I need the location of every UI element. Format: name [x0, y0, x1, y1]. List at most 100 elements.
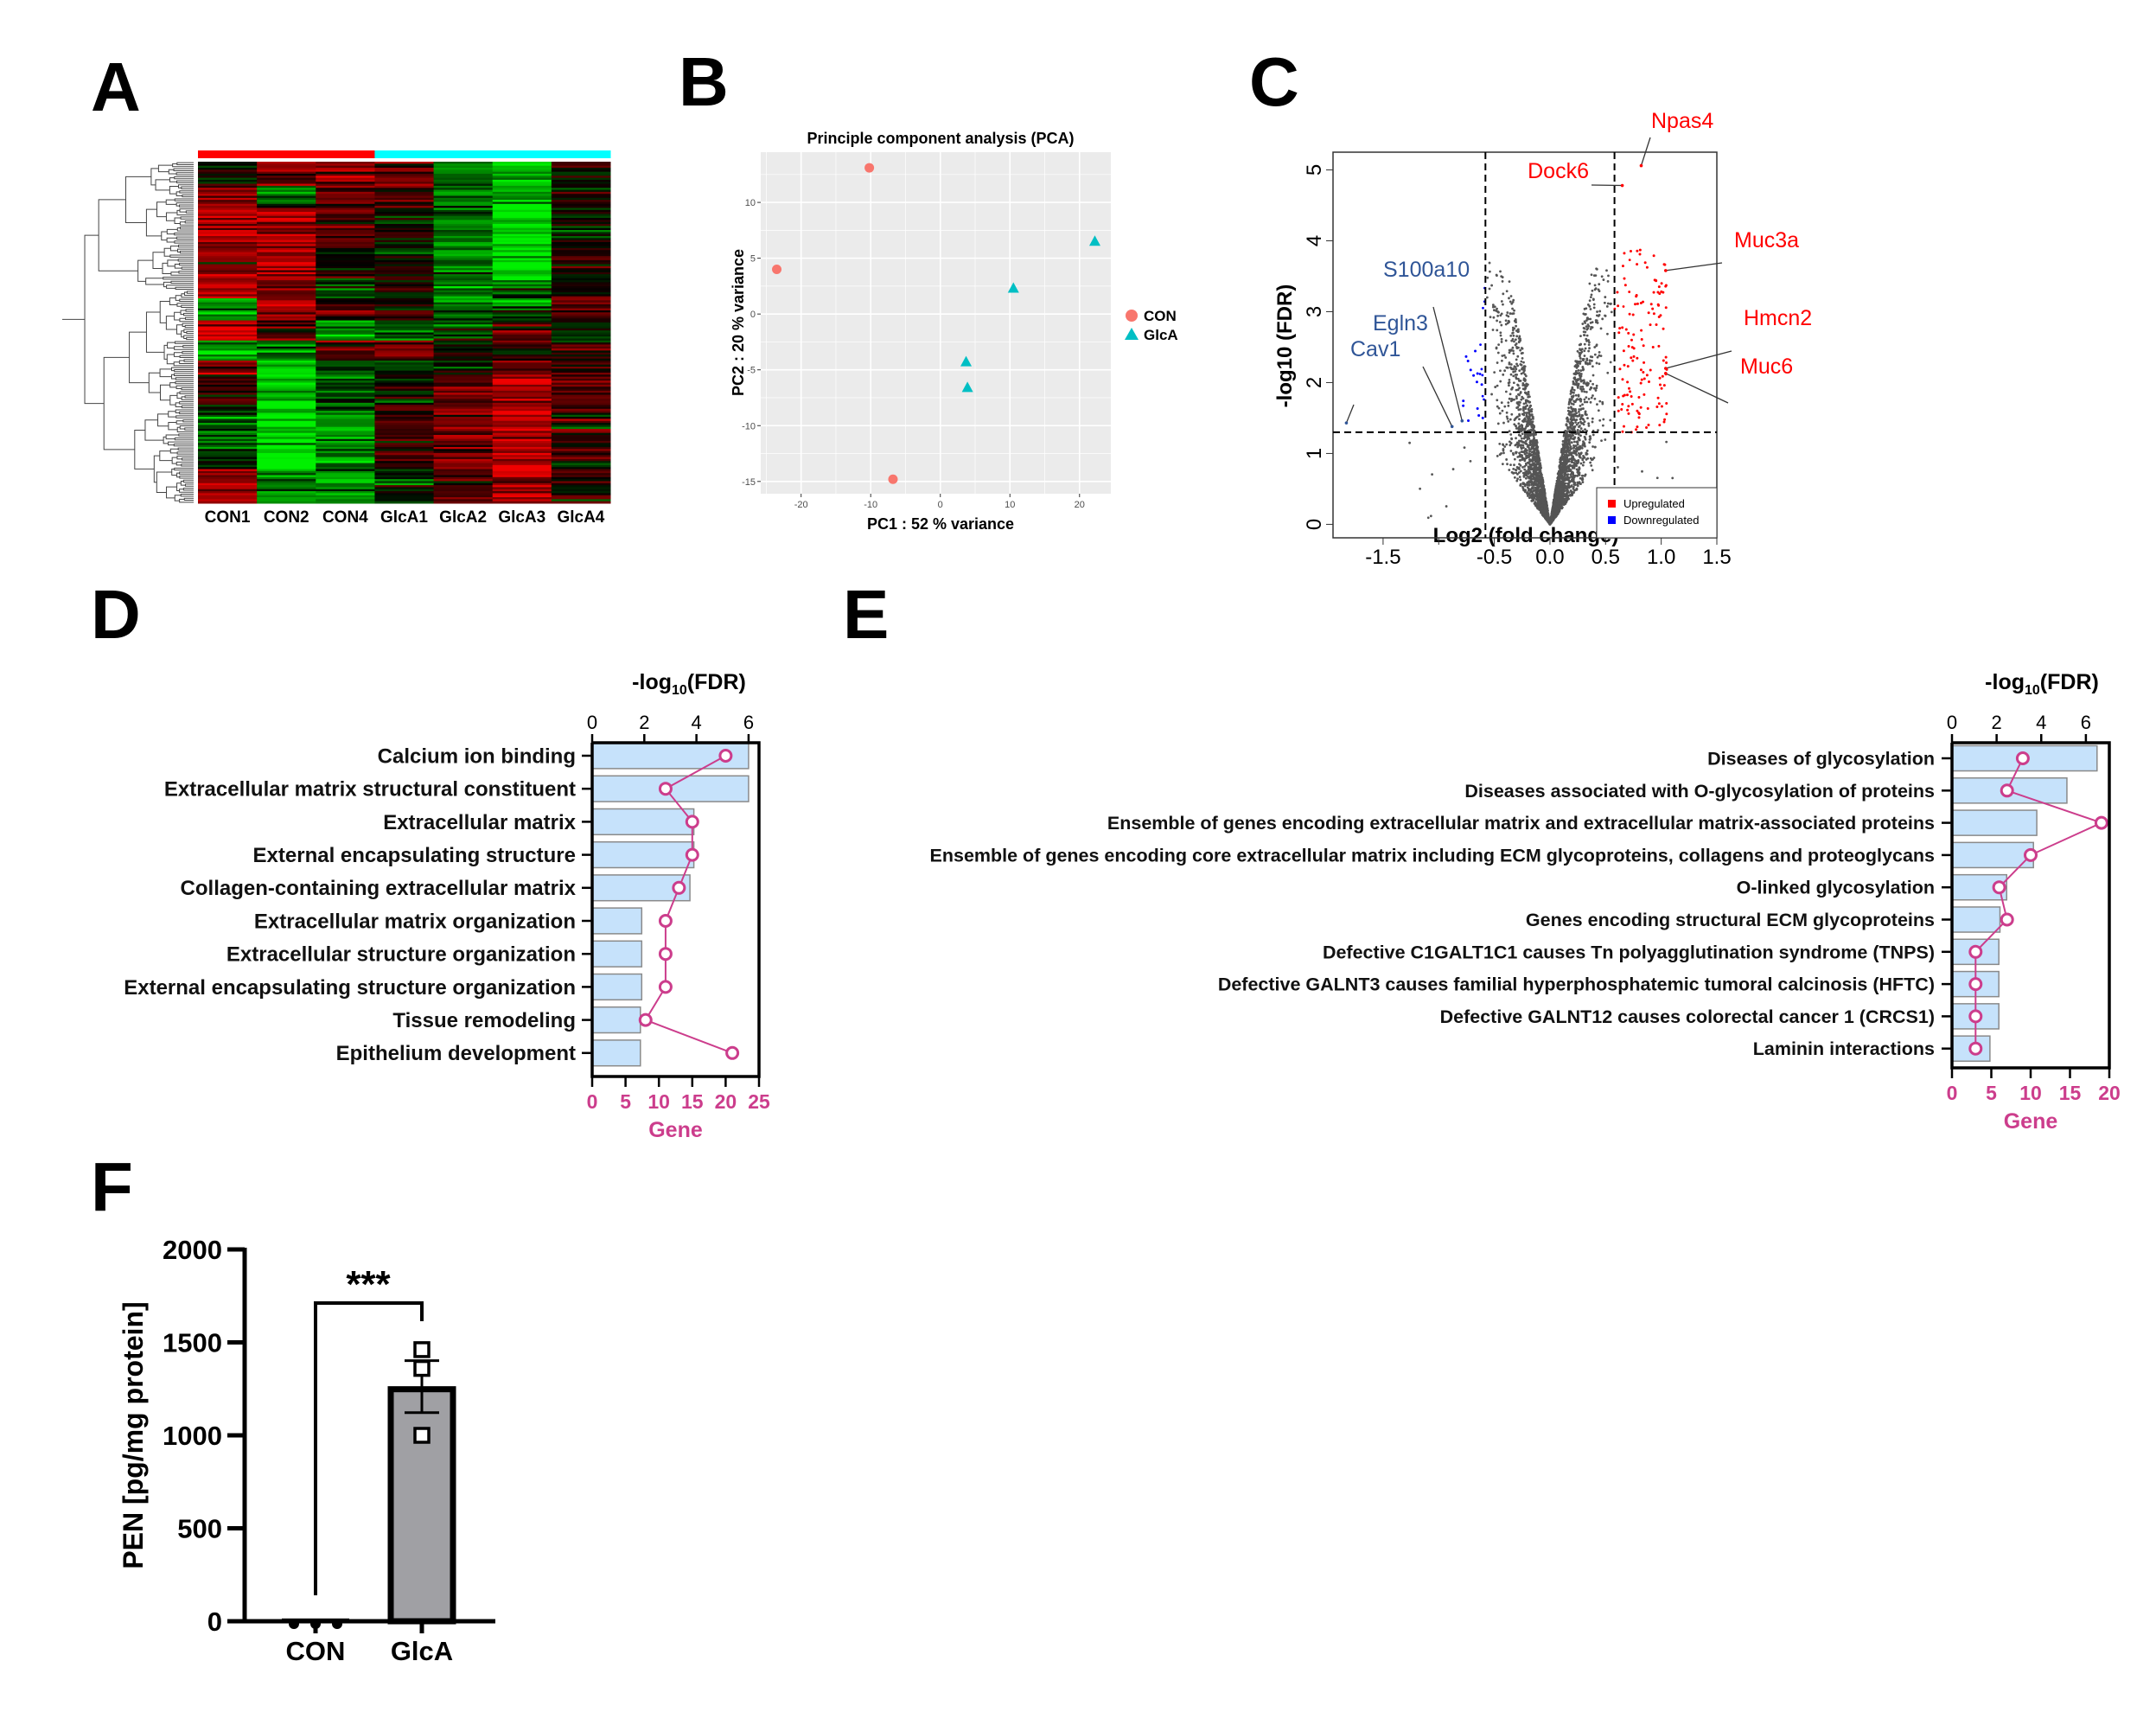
heatmap-cell	[433, 446, 494, 450]
heatmap-cell	[316, 233, 375, 237]
volcano-point	[1582, 461, 1585, 464]
volcano-point-up	[1664, 306, 1668, 310]
volcano-point	[1566, 430, 1569, 433]
labeled-gene-point	[1664, 367, 1668, 370]
volcano-point	[1516, 477, 1519, 481]
volcano-point	[1451, 468, 1455, 470]
heatmap-cell	[551, 495, 611, 498]
heatmap-cell	[257, 487, 316, 490]
volcano-point	[1510, 412, 1514, 416]
volcano-point	[1535, 480, 1539, 483]
volcano-point	[1482, 306, 1484, 310]
heatmap-cell	[433, 390, 494, 393]
heatmap-cell	[433, 259, 494, 263]
heatmap-cell	[492, 443, 552, 446]
heatmap-cell	[551, 443, 611, 446]
volcano-y-tick-label: 2	[1303, 377, 1326, 388]
heatmap-cell	[257, 212, 316, 214]
heatmap-cell	[198, 420, 258, 424]
gene-count-point	[2000, 912, 2014, 927]
volcano-point	[1585, 413, 1588, 417]
volcano-point-up	[1637, 395, 1641, 399]
heatmap-cell	[316, 481, 375, 484]
heatmap-cell	[316, 437, 375, 440]
volcano-point-up	[1652, 312, 1655, 316]
volcano-point	[1588, 347, 1591, 350]
volcano-point	[1562, 464, 1566, 468]
heatmap-cell	[551, 473, 611, 476]
pca-y-tick-label: 5	[750, 254, 756, 265]
heatmap-cell	[374, 378, 435, 381]
heatmap-cell	[433, 482, 494, 486]
heatmap-cell	[316, 417, 375, 419]
heatmap-cell	[492, 435, 552, 438]
heatmap-cell	[257, 218, 316, 220]
heatmap-cell	[257, 467, 316, 470]
volcano-point	[1528, 406, 1531, 409]
gene-count-line	[1974, 757, 2104, 1049]
pca-plot-area	[761, 152, 1111, 494]
volcano-point	[1501, 280, 1504, 283]
heatmap-cell	[433, 252, 494, 255]
volcano-point	[1605, 269, 1608, 272]
legend-label: Downregulated	[1623, 514, 1699, 527]
heatmap-cell	[433, 374, 494, 378]
dendrogram-branch	[178, 244, 194, 248]
volcano-point	[1500, 312, 1503, 316]
volcano-point-up	[1636, 263, 1639, 266]
volcano-point	[1509, 463, 1512, 467]
volcano-point	[1582, 423, 1585, 426]
volcano-point-up	[1662, 327, 1665, 330]
fdr-bar	[591, 940, 643, 968]
heatmap-cell	[374, 476, 435, 480]
volcano-point	[1534, 486, 1537, 489]
volcano-y-label: -log10 (FDR)	[1273, 284, 1297, 408]
volcano-point	[1519, 363, 1522, 366]
volcano-point	[1541, 499, 1544, 502]
volcano-point	[1500, 401, 1503, 405]
heatmap-cell	[198, 450, 258, 454]
volcano-point	[1583, 320, 1586, 323]
volcano-point	[1499, 270, 1502, 273]
heatmap-cell	[374, 173, 435, 176]
heatmap-cell	[492, 308, 552, 311]
heatmap-cell	[257, 362, 316, 366]
heatmap-cell	[374, 235, 435, 239]
heatmap-cell	[316, 284, 375, 287]
volcano-point-up	[1632, 333, 1636, 336]
heatmap-cell	[433, 485, 494, 488]
volcano-point	[1520, 360, 1523, 363]
heatmap-cell	[551, 455, 611, 458]
dendrogram-branch	[182, 351, 194, 355]
heatmap-cell	[492, 282, 552, 285]
heatmap-cell	[257, 185, 316, 188]
volcano-point-up	[1651, 307, 1655, 310]
volcano-point	[1550, 513, 1553, 516]
heatmap-cell	[374, 376, 435, 380]
heatmap-cell	[433, 431, 494, 434]
volcano-point	[1480, 367, 1483, 371]
heatmap-cell	[316, 346, 375, 349]
heatmap-cell	[257, 458, 316, 462]
volcano-point	[1567, 401, 1571, 404]
heatmap-cell	[374, 384, 435, 387]
heatmap-cell	[433, 308, 494, 311]
fdr-axis-title-prefix: -log	[1985, 670, 2025, 694]
heatmap-cell	[433, 332, 494, 335]
fdr-axis-title: -log10(FDR)	[632, 670, 746, 698]
volcano-point	[1521, 367, 1524, 370]
heatmap-cell	[551, 452, 611, 456]
heatmap-cell	[316, 482, 375, 486]
volcano-point	[1566, 416, 1569, 419]
panel-label-d: D	[91, 576, 141, 653]
heatmap-cell	[433, 342, 494, 345]
volcano-point	[1581, 481, 1585, 483]
volcano-point	[1496, 361, 1499, 364]
volcano-point	[1601, 402, 1604, 406]
heatmap-cell	[257, 406, 316, 410]
heatmap-cell	[374, 312, 435, 316]
volcano-point	[1509, 442, 1513, 444]
heatmap-cell	[198, 259, 258, 263]
heatmap-cell	[374, 340, 435, 343]
heatmap-cell	[316, 176, 375, 179]
